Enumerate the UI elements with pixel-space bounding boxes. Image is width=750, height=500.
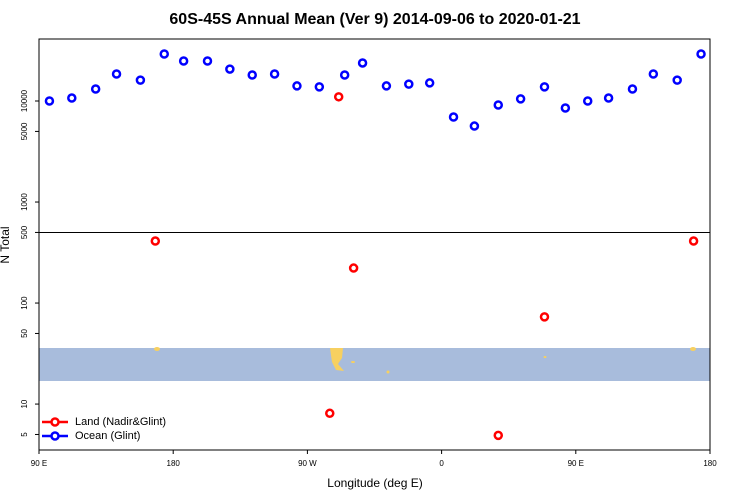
y-tick-label: 10000 <box>20 89 29 112</box>
point <box>627 84 638 94</box>
point <box>111 69 122 79</box>
y-axis-label: N Total <box>0 226 12 263</box>
legend-marker <box>50 417 60 427</box>
x-axis-label: Longitude (deg E) <box>327 476 422 490</box>
point <box>424 78 435 88</box>
point <box>381 81 392 91</box>
plot-frame <box>38 38 711 451</box>
point <box>159 49 170 59</box>
x-tick-label: 90 E <box>31 459 47 468</box>
point <box>515 94 526 104</box>
x-tick-label: 90 E <box>568 459 584 468</box>
point <box>672 75 682 85</box>
legend-label: Ocean (Glint) <box>75 430 140 442</box>
point <box>269 69 280 79</box>
point <box>582 96 593 106</box>
point <box>67 93 77 103</box>
point <box>247 70 257 80</box>
point <box>560 103 571 113</box>
point <box>688 236 699 246</box>
point <box>135 75 146 85</box>
y-tick-label: 10 <box>20 399 29 408</box>
point <box>202 56 213 66</box>
map-land <box>154 347 696 374</box>
x-tick-label: 180 <box>703 459 717 468</box>
y-tick-label: 5000 <box>20 122 29 140</box>
point <box>348 263 359 273</box>
point <box>44 96 55 106</box>
y-tick-label: 100 <box>20 296 29 310</box>
point <box>178 56 189 66</box>
point <box>325 408 335 419</box>
y-tick-label: 1000 <box>20 193 29 211</box>
point <box>225 64 235 74</box>
point <box>493 430 504 441</box>
y-tick-label: 50 <box>20 328 29 337</box>
legend-marker <box>50 431 60 441</box>
y-tick-label: 500 <box>20 225 29 239</box>
point <box>404 79 414 89</box>
point <box>696 49 706 59</box>
point <box>603 93 614 103</box>
x-tick-label: 90 W <box>298 459 317 468</box>
point <box>539 82 550 92</box>
x-tick-label: 0 <box>439 459 444 468</box>
point <box>469 121 480 131</box>
legend-label: Land (Nadir&Glint) <box>75 416 166 428</box>
point <box>539 312 550 322</box>
point <box>357 58 368 68</box>
point <box>292 81 302 91</box>
x-tick-label: 180 <box>167 459 181 468</box>
y-tick-label: 5 <box>20 432 29 437</box>
chart-title: 60S-45S Annual Mean (Ver 9) 2014-09-06 t… <box>169 11 580 28</box>
point <box>90 84 101 94</box>
point <box>648 69 659 79</box>
point <box>333 92 344 102</box>
point <box>314 82 325 92</box>
point <box>150 236 161 246</box>
point <box>493 100 504 110</box>
map-band <box>39 348 710 381</box>
point <box>448 112 459 122</box>
point <box>339 70 350 80</box>
